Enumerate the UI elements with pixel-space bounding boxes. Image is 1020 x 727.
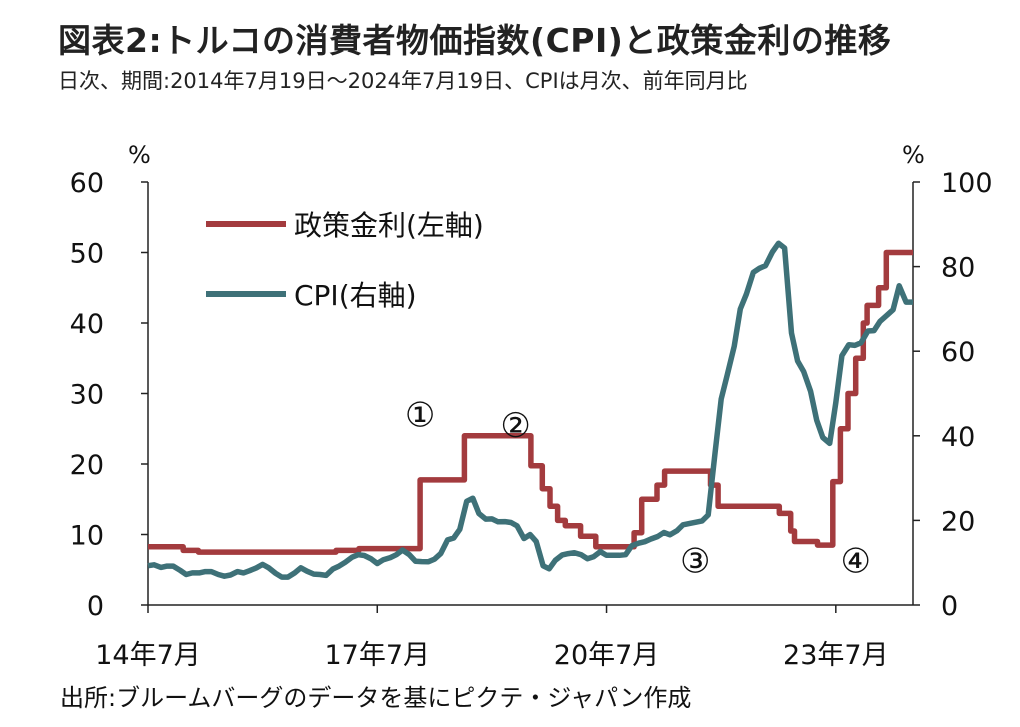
y-left-tick-label: 50 [70, 239, 104, 270]
x-tick-label: 23年7月 [783, 640, 889, 671]
y-left-tick-label: 60 [70, 168, 104, 199]
y-left-unit: % [128, 141, 151, 169]
annotations-group: ① ② ③ ④ [405, 396, 871, 582]
y-left-tick-label: 0 [87, 591, 104, 622]
chart-title: 図表2:トルコの消費者物価指数(CPI)と政策金利の推移 [58, 21, 892, 60]
annotation-marker: ④ [840, 542, 870, 582]
y-left-tick-label: 10 [70, 521, 104, 552]
annotation-marker: ① [405, 396, 435, 436]
series-group [147, 240, 913, 580]
series-line-cpi [147, 240, 913, 580]
y-left-tick-label: 30 [70, 380, 104, 411]
y-right-tick-label: 100 [941, 168, 993, 199]
source-note: 出所:ブルームバーグのデータを基にピクテ・ジャパン作成 [60, 684, 692, 712]
y-right-tick-label: 0 [941, 591, 958, 622]
legend: 政策金利(左軸) CPI(右軸) [206, 209, 484, 312]
y-right-unit: % [902, 141, 925, 169]
y-left-tick-label: 40 [70, 309, 104, 340]
series-line-policy-rate [148, 249, 913, 555]
chart-subtitle: 日次、期間:2014年7月19日〜2024年7月19日、CPIは月次、前年同月比 [58, 69, 748, 93]
axes-group: 0 10 20 30 40 50 60 0 20 40 60 80 100% % 14年7月 17年7月 20年… [70, 141, 993, 671]
annotation-marker: ③ [680, 542, 710, 582]
y-right-tick-label: 80 [941, 253, 975, 284]
x-tick-label: 20年7月 [554, 640, 660, 671]
y-right-tick-label: 60 [941, 337, 975, 368]
annotation-marker: ② [500, 406, 530, 446]
legend-label: 政策金利(左軸) [294, 209, 484, 242]
y-right-tick-label: 40 [941, 422, 975, 453]
x-tick-label: 17年7月 [324, 640, 430, 671]
x-tick-label: 14年7月 [95, 640, 201, 671]
y-right-tick-label: 20 [941, 506, 975, 537]
legend-label: CPI(右軸) [294, 279, 417, 312]
y-left-tick-label: 20 [70, 450, 104, 481]
